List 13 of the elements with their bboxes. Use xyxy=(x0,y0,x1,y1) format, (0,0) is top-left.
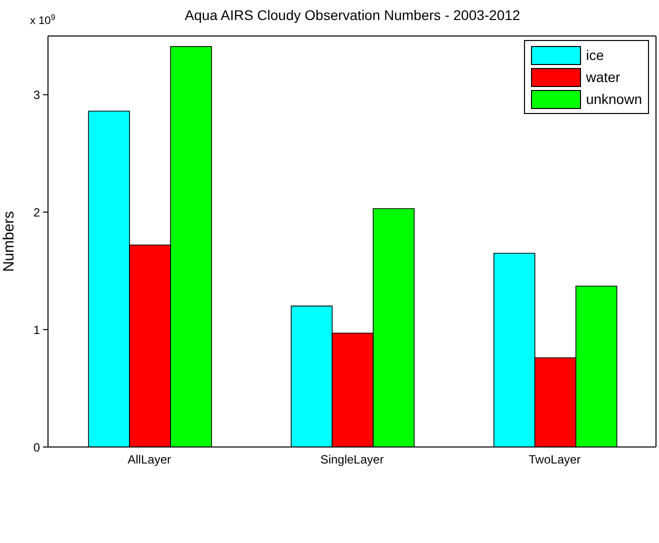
legend-label: unknown xyxy=(586,91,642,107)
text: x 10$^{9}$ xyxy=(30,12,56,27)
y-tick-label: 1 xyxy=(33,322,40,337)
x-tick-label: AllLayer xyxy=(128,452,172,467)
legend-label: ice xyxy=(586,47,604,63)
legend-label: water xyxy=(586,69,620,85)
x-tick-label: TwoLayer xyxy=(528,452,581,467)
x-tick-label: SingleLayer xyxy=(320,452,384,467)
y-tick-label: 0 xyxy=(33,440,40,454)
y-tick-label: 2 xyxy=(33,205,40,220)
chart-title: Aqua AIRS Cloudy Observation Numbers - 2003-2012 xyxy=(184,7,520,23)
y-axis-title: Numbers xyxy=(0,211,18,272)
y-tick-label: 3 xyxy=(33,88,40,102)
